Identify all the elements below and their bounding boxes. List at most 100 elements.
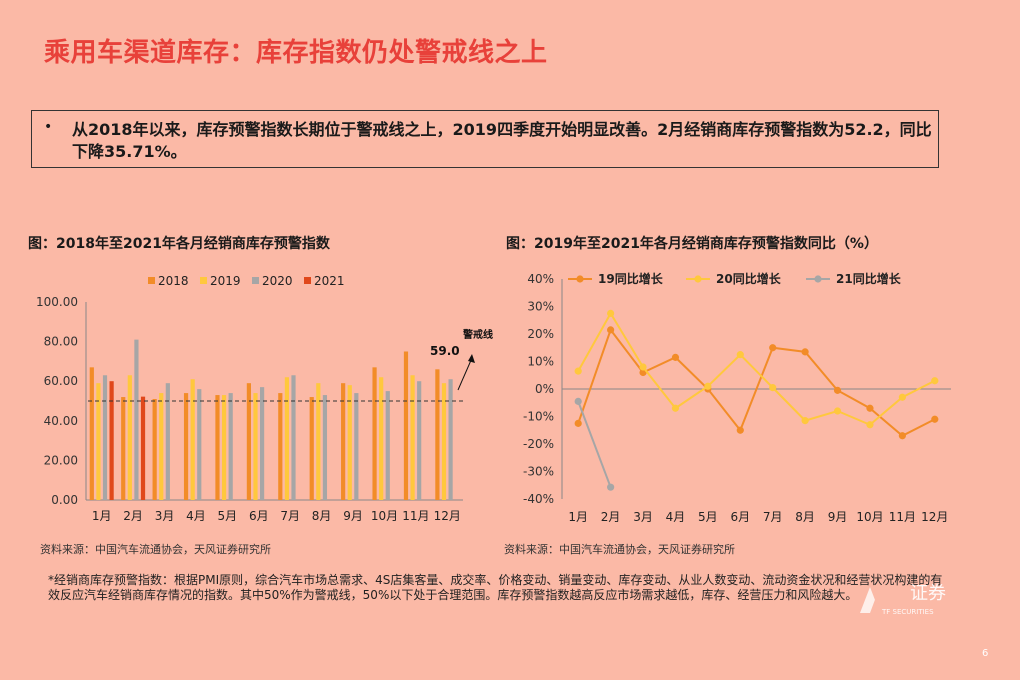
line-point-2-11 (898, 393, 906, 401)
bar-y-tick-label: 40.00 (44, 414, 78, 428)
bar-legend-label: 2021 (314, 274, 345, 288)
bar-2019-10 (379, 377, 384, 500)
bar-2018-2 (121, 397, 126, 500)
bar-2018-11 (403, 351, 409, 500)
bar-2020-7 (291, 375, 296, 500)
bar-2020-4 (197, 389, 202, 500)
logo-sub-text: TF SECURITIES (881, 608, 934, 616)
bar-x-tick-label: 4月 (186, 509, 206, 523)
line-y-tick-label: 40% (527, 272, 554, 286)
bar-2018-8 (309, 397, 314, 500)
bar-2018-5 (215, 395, 220, 500)
bar-2019-11 (410, 375, 415, 500)
annotation-arrow (457, 357, 473, 391)
bar-2018-12 (435, 369, 440, 500)
bar-legend-swatch-2021 (304, 277, 311, 284)
bar-2019-12 (441, 383, 447, 500)
line-point-3-1 (574, 397, 582, 405)
bar-2021-2 (140, 396, 146, 500)
line-x-tick-label: 7月 (763, 510, 783, 524)
bar-x-tick-label: 1月 (92, 509, 112, 523)
bar-2020-2 (134, 339, 139, 500)
bar-2020-5 (228, 393, 233, 500)
line-x-tick-label: 11月 (889, 510, 916, 524)
bar-x-tick-label: 5月 (218, 509, 238, 523)
line-x-tick-label: 4月 (666, 510, 686, 524)
line-point-1-7 (769, 344, 777, 352)
bar-x-tick-label: 12月 (434, 509, 461, 523)
bar-2019-5 (221, 395, 227, 500)
line-legend-marker-2 (694, 275, 702, 283)
line-point-2-3 (639, 363, 647, 371)
bar-x-tick-label: 10月 (371, 509, 398, 523)
line-x-tick-label: 3月 (633, 510, 653, 524)
bar-y-tick-label: 0.00 (51, 493, 78, 507)
bar-2020-12 (448, 379, 453, 500)
line-legend-label: 19同比增长 (598, 271, 664, 286)
bar-2018-3 (152, 399, 157, 500)
bar-2018-10 (372, 367, 377, 500)
company-logo: 证券 TF SECURITIES (852, 577, 972, 617)
line-x-tick-label: 12月 (921, 510, 948, 524)
bar-2018-9 (341, 383, 346, 500)
line-point-1-9 (833, 386, 842, 394)
bar-2020-10 (385, 391, 390, 500)
bar-legend-swatch-2018 (148, 277, 155, 284)
line-x-tick-label: 9月 (828, 510, 848, 524)
bar-2019-8 (316, 383, 321, 500)
bar-2020-1 (102, 375, 108, 500)
bar-x-tick-label: 3月 (155, 509, 175, 523)
line-point-1-4 (671, 353, 680, 361)
bar-2018-7 (278, 393, 283, 500)
line-y-tick-label: -40% (523, 492, 554, 506)
right-chart-caption: 图：2019年至2021年各月经销商库存预警指数同比（%） (506, 236, 878, 252)
left-chart-source: 资料来源：中国汽车流通协会，天风证券研究所 (40, 543, 271, 556)
bar-2020-9 (354, 393, 359, 500)
bar-2018-4 (183, 393, 189, 500)
line-point-1-2 (607, 326, 615, 334)
bar-2020-6 (259, 387, 265, 500)
bar-legend-label: 2020 (262, 274, 293, 288)
line-y-tick-label: -10% (523, 410, 554, 424)
line-point-1-1 (574, 419, 582, 427)
bar-x-tick-label: 7月 (280, 509, 300, 523)
bar-2020-8 (322, 395, 328, 500)
page-number: 6 (982, 648, 989, 659)
bar-x-tick-label: 9月 (343, 509, 363, 523)
line-point-2-1 (574, 367, 582, 375)
line-y-tick-label: 0% (535, 382, 554, 396)
line-legend-label: 21同比增长 (836, 271, 902, 286)
bar-y-tick-label: 60.00 (44, 374, 78, 388)
bar-2019-6 (253, 393, 258, 500)
inventory-index-yoy-line-chart: -40% -30% -20% -10% 0% 10% 20% 30% 40% 1月 2月 3月 4月 5月… (523, 271, 951, 524)
bar-x-tick-label: 6月 (249, 509, 269, 523)
line-series-3 (577, 401, 612, 488)
summary-box: • 从2018年以来，库存预警指数长期位于警戒线之上，2019四季度开始明显改善… (31, 110, 939, 168)
bar-2019-3 (159, 393, 164, 500)
line-point-2-12 (931, 377, 939, 385)
line-y-tick-label: 30% (527, 300, 554, 314)
bar-legend-label: 2019 (210, 274, 241, 288)
bar-2018-1 (89, 367, 94, 500)
inventory-index-bar-chart: 0.00 20.00 40.00 60.00 80.00 100.00 1月 2月 3月 4月 5月… (36, 274, 493, 523)
line-y-tick-label: 10% (527, 355, 554, 369)
bar-y-tick-label: 80.00 (44, 335, 78, 349)
bar-2019-4 (190, 379, 195, 500)
line-point-2-9 (833, 407, 842, 415)
footnote: *经销商库存预警指数：根据PMI原则，综合汽车市场总需求、4S店集客量、成交率、… (48, 573, 943, 602)
bar-2020-3 (165, 383, 170, 500)
line-point-2-10 (866, 421, 874, 429)
latest-value-label: 59.0 (430, 344, 460, 358)
line-point-1-11 (898, 432, 906, 440)
bar-2019-7 (284, 377, 290, 500)
line-legend-label: 20同比增长 (716, 271, 782, 286)
line-point-2-6 (736, 351, 744, 359)
line-point-2-8 (801, 417, 809, 425)
line-x-tick-label: 8月 (795, 510, 815, 524)
bar-x-tick-label: 11月 (402, 509, 429, 523)
page-title: 乘用车渠道库存：库存指数仍处警戒线之上 (44, 38, 548, 68)
annotation-arrow-head (468, 354, 475, 363)
line-legend-marker-3 (814, 275, 822, 283)
line-point-3-2 (607, 483, 615, 491)
line-point-1-6 (736, 426, 744, 434)
